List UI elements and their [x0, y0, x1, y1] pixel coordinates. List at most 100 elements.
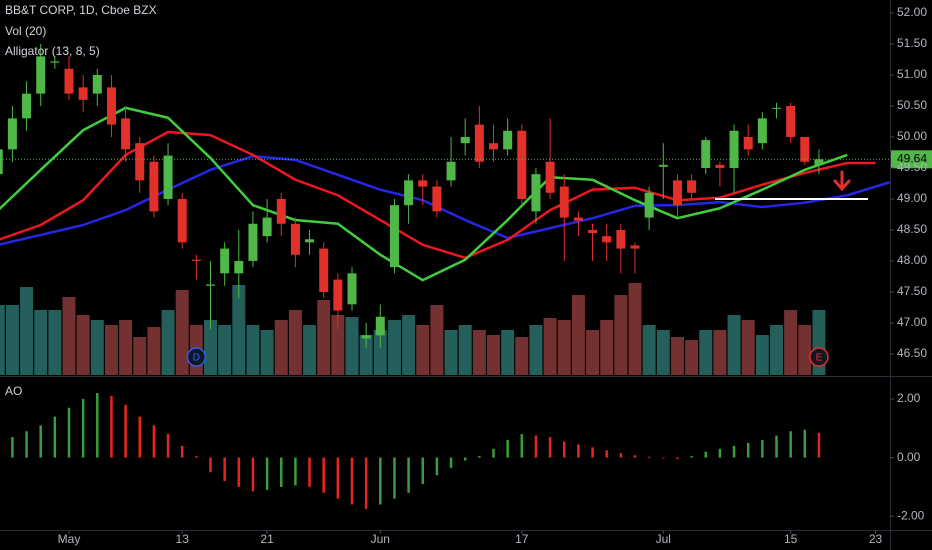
- candle-body: [135, 143, 145, 181]
- ao-bar: [478, 456, 481, 458]
- volume-bar: [204, 320, 217, 375]
- candle-body: [262, 217, 272, 237]
- ao-bar: [421, 457, 424, 484]
- candle-body: [531, 174, 541, 212]
- candle-body: [772, 107, 781, 109]
- ao-bar: [11, 437, 14, 458]
- candle-body: [573, 217, 583, 221]
- x-tick-label: 21: [260, 532, 274, 546]
- ao-bar: [110, 396, 113, 458]
- ao-bar: [237, 457, 241, 487]
- ao-bar: [294, 457, 297, 486]
- ao-bar: [25, 431, 28, 458]
- ao-bar: [803, 429, 807, 458]
- candle-body: [517, 130, 527, 199]
- volume-bar: [90, 320, 104, 375]
- candle-body: [290, 223, 300, 255]
- candle-body: [814, 159, 824, 165]
- volume-bar: [628, 283, 642, 375]
- volume-bar: [48, 310, 62, 375]
- ao-bar: [520, 434, 524, 458]
- alligator-label: Alligator (13, 8, 5): [5, 44, 100, 58]
- volume-bar: [685, 340, 699, 375]
- event-marker: [186, 347, 207, 367]
- volume-bar: [147, 327, 161, 375]
- candle-body: [701, 140, 711, 168]
- candle-body: [743, 136, 753, 150]
- ao-bar: [280, 457, 283, 487]
- candle-body: [220, 248, 230, 274]
- candle-body: [36, 56, 46, 94]
- candle-body: [234, 260, 244, 274]
- ao-bar: [379, 457, 382, 505]
- x-tick-label: Jul: [656, 532, 671, 546]
- ao-bar: [718, 448, 722, 458]
- volume-bar: [119, 320, 133, 375]
- y-tick-label: 50.50: [897, 98, 927, 112]
- volume-bar: [642, 325, 656, 375]
- ao-bar: [308, 457, 311, 487]
- y-tick-label: 47.50: [897, 284, 927, 298]
- ao-bar: [633, 455, 637, 458]
- volume-bar: [472, 330, 486, 375]
- candle-body: [177, 198, 187, 243]
- candle-body: [658, 164, 668, 167]
- ao-bar: [746, 442, 750, 458]
- ao-bar: [81, 398, 85, 458]
- candle-body: [375, 316, 385, 336]
- y-tick-label: 48.00: [897, 253, 927, 267]
- volume-bar: [727, 315, 741, 375]
- volume-bar: [416, 325, 430, 375]
- volume-bar: [670, 337, 684, 375]
- x-tick-label: 13: [176, 532, 190, 546]
- y-tick-label: 2.00: [897, 391, 921, 405]
- ao-bar: [407, 457, 410, 493]
- volume-bar: [770, 325, 783, 375]
- ao-bar: [506, 440, 509, 458]
- alligator-line: [0, 154, 891, 246]
- candle-body: [644, 192, 654, 218]
- volume-bar: [288, 310, 302, 375]
- ao-bar: [53, 416, 57, 458]
- candle-body: [78, 87, 88, 100]
- ao-bar: [39, 425, 42, 458]
- alligator-line: [0, 106, 848, 282]
- ao-bar: [265, 457, 269, 490]
- candle-body: [602, 236, 612, 243]
- volume-bar: [586, 330, 600, 375]
- ao-bar: [180, 445, 184, 458]
- ao-bar: [67, 407, 71, 458]
- volume-bar: [303, 325, 317, 375]
- ao-bar: [463, 457, 467, 461]
- ao-bar: [492, 448, 495, 458]
- volume-bar: [62, 297, 76, 375]
- y-tick-label: 52.00: [897, 5, 927, 19]
- candle-body: [305, 239, 315, 243]
- event-label: D: [193, 353, 200, 364]
- candle-body: [715, 164, 725, 168]
- volume-bar: [0, 305, 5, 375]
- last-price-label: 49.64: [897, 151, 927, 165]
- volume-bar: [755, 335, 769, 375]
- alligator-line: [0, 130, 876, 260]
- candle-body: [729, 130, 739, 168]
- ao-bar: [152, 425, 156, 458]
- volume-bar: [104, 325, 118, 375]
- candle-body: [0, 149, 3, 175]
- plot: 49.64 46.50 47.00 47.50 48.00 48.50 49.00 49.50…: [0, 5, 932, 546]
- candle-body: [446, 161, 456, 181]
- y-tick-label: 48.50: [897, 222, 927, 236]
- volume-bar: [741, 320, 755, 375]
- candle-body: [347, 273, 357, 305]
- volume-bar: [656, 330, 670, 375]
- volume-bar: [331, 315, 345, 375]
- ao-bar: [619, 453, 623, 458]
- volume-bar: [317, 300, 331, 375]
- volume-bar: [713, 330, 727, 375]
- ao-bar: [732, 445, 736, 458]
- volume-bar: [699, 330, 713, 375]
- ao-bar: [676, 457, 679, 460]
- volume-bar: [543, 318, 557, 375]
- ao-bar: [138, 416, 141, 458]
